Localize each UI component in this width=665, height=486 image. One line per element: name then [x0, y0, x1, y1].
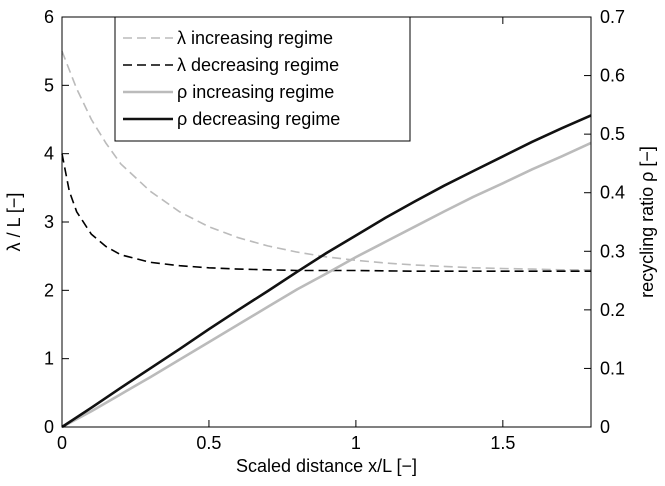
y-axis-label-left: λ / L [−]	[4, 193, 24, 252]
legend-label-1: λ increasing regime	[177, 28, 333, 48]
legend-box	[114, 16, 411, 142]
legend-label-3: ρ increasing regime	[177, 82, 334, 102]
series-line-1	[61, 50, 591, 271]
y-right-tick-label: 0	[600, 417, 610, 437]
y-right-tick-label: 0.6	[600, 66, 625, 86]
y-right-tick-label: 0.1	[600, 358, 625, 378]
y-right-tick-label: 0.7	[600, 7, 625, 27]
y-right-tick-label: 0.5	[600, 124, 625, 144]
legend-entries: λ increasing regime λ decreasing regime ρ …	[123, 28, 340, 129]
x-axis-label: Scaled distance x/L [−]	[236, 456, 417, 476]
legend-label-4: ρ decreasing regime	[177, 109, 340, 129]
y-left-tick-label: 5	[44, 75, 54, 95]
series-line-3	[61, 141, 592, 429]
series-line-2	[61, 153, 591, 273]
y-left-tick-label: 6	[44, 7, 54, 27]
series-layer	[61, 50, 592, 429]
y-left-tick-label: 1	[44, 349, 54, 369]
y-right-tick-label: 0.4	[600, 183, 625, 203]
y-left-tick-label: 0	[44, 417, 54, 437]
x-tick-label: 1.5	[490, 433, 515, 453]
legend: λ increasing regime λ decreasing regime ρ …	[114, 16, 411, 142]
x-tick-label: 1	[351, 433, 361, 453]
legend-label-2: λ decreasing regime	[177, 55, 339, 75]
y-right-tick-label: 0.2	[600, 300, 625, 320]
series-line-4	[61, 114, 592, 429]
x-tick-label: 0	[57, 433, 67, 453]
y-axis-label-right: recycling ratio ρ [−]	[637, 146, 657, 298]
y-right-tick-label: 0.3	[600, 241, 625, 261]
ticks-layer: 0 0.5 1 1.5 0 1 2 3 4 5 6 0 0.1 0.2 0.3 0.4 0.5 0.6 0.7	[44, 7, 625, 453]
x-tick-label: 0.5	[196, 433, 221, 453]
y-left-tick-label: 2	[44, 280, 54, 300]
y-left-tick-label: 4	[44, 144, 54, 164]
y-left-tick-label: 3	[44, 212, 54, 232]
